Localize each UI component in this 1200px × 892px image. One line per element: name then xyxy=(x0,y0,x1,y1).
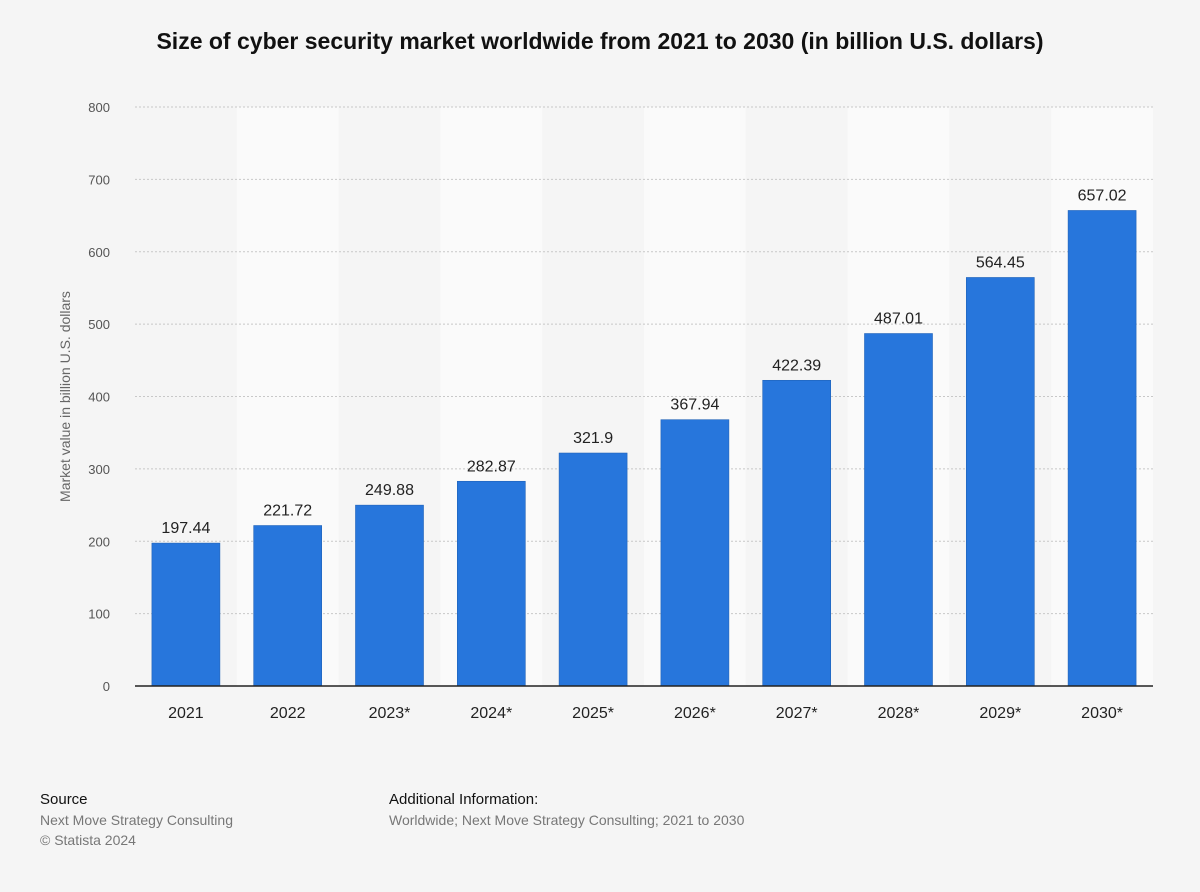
y-tick-label: 700 xyxy=(88,172,110,187)
value-label: 249.88 xyxy=(365,482,414,499)
x-tick-label: 2030* xyxy=(1081,705,1123,722)
bar xyxy=(355,504,424,687)
y-tick-label: 300 xyxy=(88,462,110,477)
value-labels: 197.44 221.72 249.88 282.87 321.9 367.94 422.3… xyxy=(161,187,1126,537)
x-tick-label: 2025* xyxy=(572,705,614,722)
source-heading: Source xyxy=(40,791,88,808)
copyright-line: © Statista 2024 xyxy=(40,832,136,848)
y-tick-label: 0 xyxy=(103,679,110,694)
bar xyxy=(253,525,322,687)
x-tick-label: 2027* xyxy=(776,705,818,722)
bars xyxy=(151,210,1137,687)
bar xyxy=(660,419,730,687)
value-label: 282.87 xyxy=(467,458,516,475)
x-tick-label: 2026* xyxy=(674,705,716,722)
x-tick-label: 2024* xyxy=(470,705,512,722)
additional-info-line: Worldwide; Next Move Strategy Consulting… xyxy=(389,812,745,828)
value-label: 422.39 xyxy=(772,357,821,374)
source-block: Source Next Move Strategy Consulting © S… xyxy=(40,790,233,850)
additional-info-heading: Additional Information: xyxy=(389,791,539,808)
y-tick-label: 400 xyxy=(88,390,110,405)
value-label: 564.45 xyxy=(976,254,1025,271)
x-tick-label: 2029* xyxy=(979,705,1021,722)
value-label: 657.02 xyxy=(1078,187,1127,204)
bar xyxy=(1067,210,1137,687)
bar-chart: 0 100 200 300 400 500 600 700 800 197.44 221.72 24… xyxy=(57,100,1153,722)
additional-info-block: Additional Information: Worldwide; Next … xyxy=(389,790,744,830)
bar xyxy=(456,480,526,687)
x-tick-label: 2023* xyxy=(369,705,411,722)
y-tick-label: 500 xyxy=(88,317,110,332)
y-axis-label: Market value in billion U.S. dollars xyxy=(57,291,73,502)
x-tick-label: 2022 xyxy=(270,705,306,722)
bar xyxy=(965,277,1035,687)
bar xyxy=(151,542,221,687)
bar xyxy=(762,379,832,687)
source-line: Next Move Strategy Consulting xyxy=(40,812,233,828)
value-label: 367.94 xyxy=(670,397,719,414)
value-label: 487.01 xyxy=(874,311,923,328)
y-tick-label: 100 xyxy=(88,607,110,622)
y-tick-label: 600 xyxy=(88,245,110,260)
x-tick-label: 2021 xyxy=(168,705,204,722)
y-axis-ticks: 0 100 200 300 400 500 600 700 800 xyxy=(88,100,110,694)
value-label: 221.72 xyxy=(263,503,312,520)
value-label: 197.44 xyxy=(161,520,210,537)
x-tick-label: 2028* xyxy=(878,705,920,722)
chart-title: Size of cyber security market worldwide … xyxy=(156,28,1044,54)
value-label: 321.9 xyxy=(573,430,613,447)
x-axis-ticks: 2021 2022 2023* 2024* 2025* 2026* 2027* 2028* 20… xyxy=(168,705,1123,722)
y-tick-label: 200 xyxy=(88,534,110,549)
bar xyxy=(558,452,628,687)
bar xyxy=(864,333,933,687)
y-tick-label: 800 xyxy=(88,100,110,115)
